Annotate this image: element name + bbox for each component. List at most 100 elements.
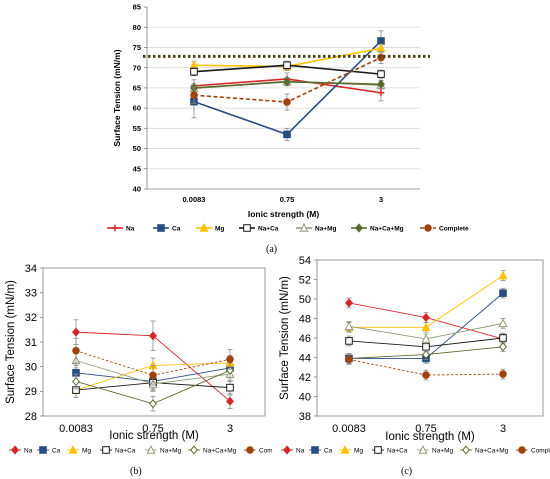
b-point-complete: [226, 355, 234, 364]
c-point-na-ca-mg: [499, 342, 507, 352]
chart-b: 28 29 30 31 32 33 34 0.0083 0.75 3 Ionic strength …: [5, 263, 272, 455]
c-point-na-ca: [345, 337, 353, 345]
c-y-tick-label: 44: [299, 352, 311, 364]
a-point-na-ca: [283, 61, 291, 70]
a-y-axis-title: Surface Tension (mN/m): [112, 49, 122, 146]
c-y-tick-label: 52: [299, 274, 311, 286]
a-legend-marker-complete: [424, 224, 432, 232]
b-y-tick-label: 28: [25, 411, 37, 423]
b-legend-label-na-mg: Na+Mg: [160, 447, 182, 454]
c-legend-marker-na: [283, 445, 291, 455]
caption-a: (a): [266, 244, 278, 255]
a-y-tick-label: 65: [133, 84, 141, 93]
c-x-tick-label: 0.0083: [332, 423, 366, 435]
c-y-tick-label: 50: [299, 294, 311, 306]
a-point-na-ca-mg: [377, 79, 385, 89]
caption-b: (b): [130, 466, 142, 477]
c-x-tick-label: 3: [500, 423, 506, 435]
b-legend-label-complete: Complete: [259, 447, 272, 454]
b-point-na: [226, 396, 234, 406]
c-legend-label-na: Na: [296, 447, 305, 454]
b-y-tick-label: 31: [25, 337, 37, 349]
a-legend-label-mg: Mg: [215, 225, 224, 232]
a-point-na: [377, 89, 385, 97]
c-y-tick-label: 54: [299, 255, 311, 267]
a-x-tick-label: 3: [379, 195, 383, 204]
c-x-tick-label: 0.75: [415, 423, 436, 435]
a-legend-marker-na-ca-mg: [355, 223, 363, 233]
b-x-axis-title: Ionic strength (M): [109, 430, 199, 442]
a-legend-marker-na-ca: [243, 224, 251, 232]
c-point-na: [345, 298, 353, 308]
c-point-na-ca: [499, 334, 507, 342]
caption-c: (c): [401, 466, 413, 477]
b-point-complete: [72, 346, 80, 355]
b-legend-marker-ca: [39, 446, 47, 454]
c-point-na-mg: [344, 321, 354, 331]
c-point-complete: [499, 370, 507, 378]
a-x-axis-title: Ionic strength (M): [248, 209, 319, 219]
a-legend-label-ca: Ca: [172, 225, 181, 232]
b-point-na-ca-mg: [72, 376, 80, 387]
c-point-na-mg: [498, 318, 508, 328]
b-point-complete: [149, 371, 157, 380]
c-point-mg: [498, 270, 508, 280]
c-legend-marker-complete: [518, 446, 526, 454]
b-legend-marker-na-ca: [102, 446, 110, 454]
b-legend-label-na-ca: Na+Ca: [115, 447, 136, 454]
c-legend-marker-mg: [340, 445, 350, 454]
c-x-axis-title: Ionic strength (M): [385, 431, 475, 443]
c-y-tick-label: 40: [299, 391, 311, 403]
b-point-na-ca: [226, 383, 234, 392]
c-legend-marker-na-mg: [418, 445, 428, 454]
a-y-tick-label: 75: [133, 43, 141, 52]
b-y-tick-label: 29: [25, 386, 37, 398]
a-legend-marker-ca: [157, 224, 165, 232]
c-point-na: [422, 312, 430, 323]
a-point-ca: [283, 130, 291, 139]
b-legend-label-mg: Mg: [82, 447, 91, 454]
c-point-complete: [422, 371, 430, 379]
a-legend-label-na: Na: [126, 225, 135, 232]
b-y-tick-label: 33: [25, 288, 37, 300]
a-point-na-ca: [190, 67, 198, 76]
a-legend-label-na-ca-mg: Na+Ca+Mg: [370, 225, 404, 232]
chart-c: 38 40 42 44 46 48 50 52 54 0.0083 0.75 3 Ionic stren…: [279, 255, 550, 455]
c-legend-label-complete: Complete: [531, 447, 550, 454]
c-y-tick-label: 48: [299, 313, 311, 325]
c-legend-label-ca: Ca: [324, 447, 333, 454]
c-y-tick-label: 38: [299, 411, 311, 423]
b-y-axis-title: Surface Tension (mN/m): [5, 280, 17, 404]
c-point-ca: [499, 289, 507, 297]
a-y-tick-label: 80: [133, 23, 141, 32]
b-x-tick-label: 0.75: [142, 423, 163, 435]
a-y-tick-label: 85: [133, 3, 141, 12]
a-legend-marker-na: [111, 224, 119, 232]
b-y-tick-label: 32: [25, 312, 37, 324]
c-point-na-ca-mg: [422, 350, 430, 360]
a-y-tick-label: 60: [133, 104, 141, 113]
c-point-na-ca: [422, 342, 430, 351]
chart-a: 40 45 50 55 60 65 70 75 80 85 0.0083 0.75 3 Ionic str…: [107, 3, 469, 233]
a-point-na-ca: [377, 70, 385, 78]
b-point-na: [149, 331, 157, 341]
a-y-tick-label: 45: [133, 164, 141, 173]
a-y-tick-label: 50: [133, 144, 141, 153]
b-legend-label-na-ca-mg: Na+Ca+Mg: [203, 447, 237, 454]
b-point-na: [72, 327, 80, 337]
a-legend-label-na-ca: Na+Ca: [258, 225, 279, 232]
c-point-na-mg: [421, 333, 431, 343]
c-legend-marker-ca: [311, 446, 319, 454]
a-legend-marker-mg: [199, 223, 209, 232]
a-y-tick-label: 55: [133, 124, 141, 133]
b-legend-label-na: Na: [24, 447, 33, 454]
a-point-complete: [283, 98, 291, 106]
c-point-complete: [345, 355, 353, 364]
b-x-tick-label: 0.0083: [59, 423, 93, 435]
a-point-na-ca-mg: [283, 77, 291, 87]
a-x-tick-label: 0.75: [280, 195, 295, 204]
c-point-mg: [421, 322, 431, 332]
c-legend-label-na-mg: Na+Mg: [432, 447, 454, 454]
b-legend-marker-na-mg: [146, 445, 156, 454]
